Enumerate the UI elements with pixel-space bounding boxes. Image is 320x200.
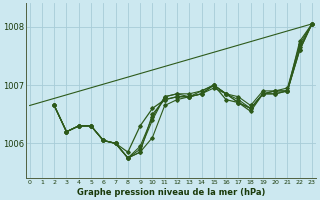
X-axis label: Graphe pression niveau de la mer (hPa): Graphe pression niveau de la mer (hPa) <box>77 188 265 197</box>
